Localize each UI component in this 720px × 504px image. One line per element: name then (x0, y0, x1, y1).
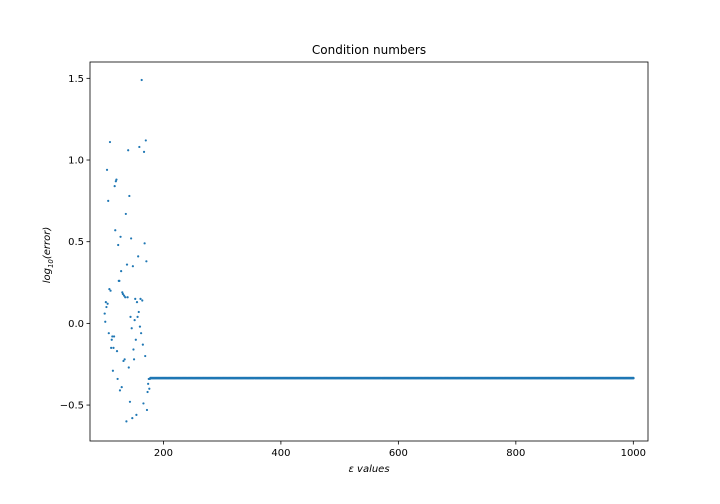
data-point (112, 335, 116, 338)
data-point (112, 346, 115, 349)
x-tick-label: 600 (389, 448, 408, 459)
data-point (114, 229, 117, 232)
data-point (104, 301, 107, 304)
data-point (124, 296, 127, 299)
data-point (131, 417, 134, 420)
data-point (107, 199, 110, 202)
data-point (144, 354, 147, 358)
data-point (105, 305, 108, 309)
data-point (122, 294, 126, 297)
data-point (141, 299, 144, 302)
x-axis-label-text: ε values (348, 464, 389, 475)
data-point (128, 400, 132, 403)
data-point (118, 389, 122, 392)
y-axis-label: log10(error) (42, 227, 55, 284)
data-point (144, 139, 147, 142)
data-point (145, 408, 149, 412)
data-point (148, 387, 151, 390)
data-point (107, 332, 110, 335)
chart-title: Condition numbers (312, 43, 426, 57)
data-point (134, 338, 137, 341)
data-point (131, 265, 134, 268)
x-axis-label: ε values (348, 464, 389, 475)
data-point (127, 366, 130, 369)
y-axis-label-arg: (error) (42, 227, 53, 259)
x-tick-label: 400 (271, 448, 290, 459)
data-point (121, 292, 124, 296)
data-point (138, 145, 141, 149)
data-point (109, 289, 112, 292)
y-axis-label-subscript: 10 (47, 259, 55, 268)
data-point (115, 178, 118, 181)
x-tick-label: 800 (506, 448, 525, 459)
data-point (132, 348, 135, 351)
y-tick-label: 1.5 (68, 74, 84, 85)
data-point (104, 320, 107, 323)
plot-frame (89, 61, 649, 442)
data-point (135, 301, 139, 304)
data-point (127, 149, 130, 152)
data-point (134, 297, 137, 300)
data-point (147, 382, 150, 385)
data-point (108, 287, 111, 291)
y-tick-label: 1.0 (68, 156, 84, 167)
data-point (128, 194, 131, 198)
y-axis-label-log: log (42, 268, 53, 283)
y-tick-label: 0.5 (68, 237, 84, 248)
x-axis-ticks: 200 400 600 800 1000 (154, 441, 646, 459)
data-point (110, 346, 113, 349)
data-point (135, 413, 138, 416)
data-point (146, 390, 149, 394)
data-point (108, 140, 112, 144)
data-point (117, 243, 120, 247)
data-point (113, 185, 116, 188)
data-point (110, 338, 113, 341)
data-point (119, 235, 122, 238)
data-point (145, 260, 148, 263)
data-points (103, 78, 635, 423)
x-tick-label: 200 (154, 448, 173, 459)
data-point (133, 319, 136, 322)
data-point (143, 242, 146, 245)
data-point (118, 279, 121, 283)
data-point (105, 168, 109, 171)
data-point (129, 315, 132, 318)
data-point (111, 335, 114, 338)
data-point (136, 315, 139, 318)
data-point (142, 150, 146, 153)
data-point (130, 237, 133, 240)
data-point (106, 302, 109, 305)
data-point (132, 358, 136, 361)
data-point (124, 212, 127, 216)
x-tick-label: 1000 (621, 448, 646, 459)
plot-area (89, 61, 649, 442)
data-point (122, 359, 125, 363)
y-axis-ticks: −0.5 0.0 0.5 1.0 1.5 (60, 74, 90, 412)
data-point (125, 263, 129, 266)
data-point (142, 402, 145, 405)
data-point (138, 325, 142, 328)
y-tick-label: −0.5 (60, 401, 84, 412)
data-point (125, 420, 128, 423)
data-point (137, 255, 140, 258)
data-point (632, 376, 635, 380)
data-point (111, 369, 115, 372)
data-point (140, 332, 143, 335)
data-point (103, 312, 106, 315)
data-point (120, 270, 123, 273)
data-point (120, 385, 123, 389)
data-point (137, 310, 140, 314)
data-point (115, 350, 119, 353)
data-point (116, 377, 119, 381)
data-point (130, 327, 133, 330)
data-point (126, 296, 129, 299)
data-point (141, 343, 144, 346)
data-point (123, 358, 126, 361)
data-point (140, 78, 143, 82)
data-point (139, 297, 142, 300)
y-tick-label: 0.0 (68, 319, 84, 330)
